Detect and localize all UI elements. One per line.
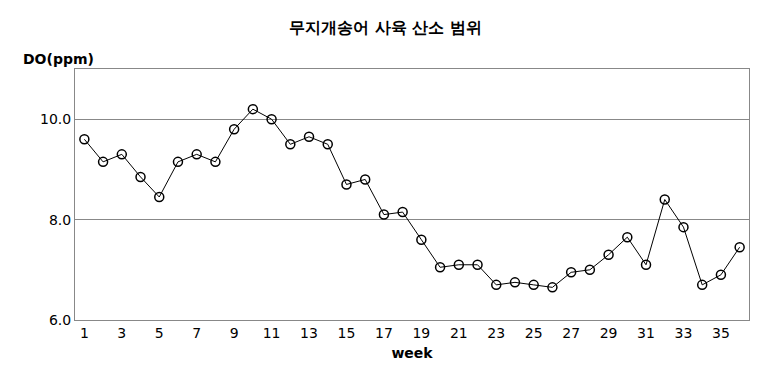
svg-text:19: 19 <box>412 325 430 341</box>
svg-text:9: 9 <box>230 325 239 341</box>
svg-text:week: week <box>391 345 433 361</box>
svg-text:6.0: 6.0 <box>49 312 71 328</box>
svg-text:11: 11 <box>263 325 281 341</box>
svg-text:23: 23 <box>487 325 505 341</box>
svg-text:5: 5 <box>155 325 164 341</box>
svg-text:27: 27 <box>562 325 580 341</box>
svg-text:29: 29 <box>600 325 618 341</box>
svg-text:13: 13 <box>300 325 318 341</box>
svg-text:무지개송어 사육 산소 범위: 무지개송어 사육 산소 범위 <box>289 18 482 37</box>
svg-text:35: 35 <box>712 325 730 341</box>
svg-text:10.0: 10.0 <box>40 111 71 127</box>
svg-text:25: 25 <box>525 325 543 341</box>
svg-text:1: 1 <box>80 325 89 341</box>
svg-text:3: 3 <box>117 325 126 341</box>
svg-text:7: 7 <box>192 325 201 341</box>
svg-text:21: 21 <box>450 325 468 341</box>
svg-text:17: 17 <box>375 325 393 341</box>
svg-text:DO(ppm): DO(ppm) <box>23 51 94 67</box>
svg-text:31: 31 <box>637 325 655 341</box>
svg-text:33: 33 <box>675 325 693 341</box>
svg-text:8.0: 8.0 <box>49 212 71 228</box>
svg-text:15: 15 <box>338 325 356 341</box>
